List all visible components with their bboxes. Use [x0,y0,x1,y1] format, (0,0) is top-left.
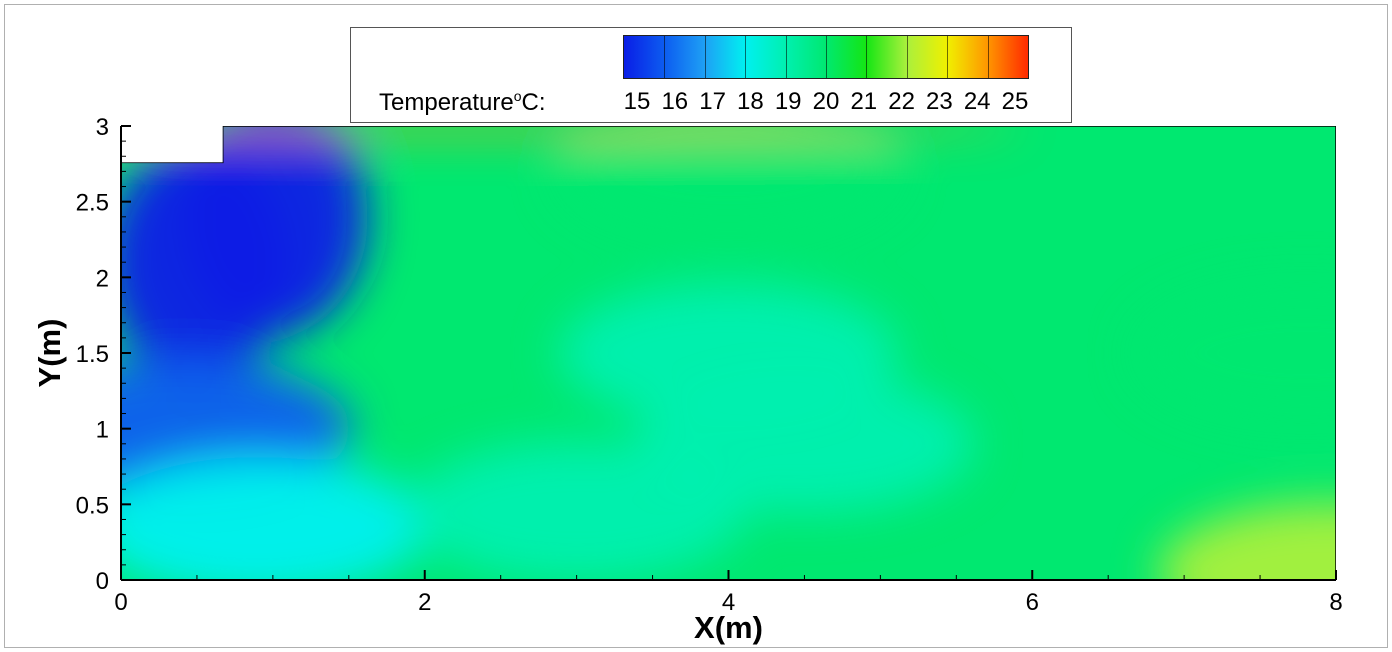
y-tick-label: 0 [96,568,109,595]
colorbar-tick-label: 19 [774,88,802,115]
colorbar-title-text: Temperature [379,89,514,116]
x-tick-label: 4 [722,589,735,616]
colorbar-tick-label: 20 [812,88,840,115]
colorbar-tick-label: 23 [926,88,953,115]
y-tick-label: 1 [96,417,109,444]
colorbar-tick-label: 18 [737,88,764,115]
colorbar-tick-label: 24 [963,88,991,115]
colorbar-tick-label: 15 [623,88,651,115]
y-tick-label: 2 [96,265,109,292]
figure-frame [4,4,1388,648]
colorbar-divider [987,36,989,78]
colorbar-tick-label: 17 [699,88,726,115]
field-sample-8 [1135,283,1336,423]
y-axis-title: Y(m) [32,319,67,388]
y-tick-label: 1.5 [76,341,109,368]
x-tick-label: 2 [418,589,431,616]
y-tick-label: 3 [96,114,109,141]
degree-symbol: o [513,88,522,104]
colorbar-divider [785,36,787,78]
colorbar-divider [745,36,747,78]
colorbar-divider [906,36,908,78]
x-tick-label: 8 [1329,589,1342,616]
field-sample-7 [558,126,899,242]
x-axis-title: X(m) [694,610,763,645]
colorbar-tick-label: 21 [850,88,878,115]
field-sample-3 [121,457,428,580]
colorbar-divider [826,36,827,78]
field-sample-9 [1158,502,1336,580]
field-gradients [121,126,1336,580]
colorbar [623,35,1029,79]
colorbar-divider [947,36,949,78]
colorbar-tick-label: 16 [661,88,689,115]
colorbar-unit: C: [521,89,546,116]
colorbar-divider [704,36,706,78]
colorbar-divider [664,36,666,78]
colorbar-tick-label: 25 [1001,88,1029,115]
colorbar-divider [866,36,868,78]
field-sample-1 [177,126,368,337]
x-tick-label: 6 [1026,589,1039,616]
field-sample-6 [634,373,975,514]
temperature-field [121,126,1336,580]
colorbar-legend: TemperatureoC: 15 16 17 18 19 20 21 22 23 24 25 [350,27,1072,123]
domain-outline [121,126,1336,580]
x-tick-label: 0 [114,589,127,616]
y-tick-label: 0.5 [76,492,109,519]
colorbar-tick-label: 22 [888,88,915,115]
axes: 0 2 4 6 8 0 0.5 1 1.5 2 2.5 3 [76,114,1343,616]
colorbar-title: TemperatureoC: [379,88,546,117]
y-tick-label: 2.5 [76,190,109,217]
